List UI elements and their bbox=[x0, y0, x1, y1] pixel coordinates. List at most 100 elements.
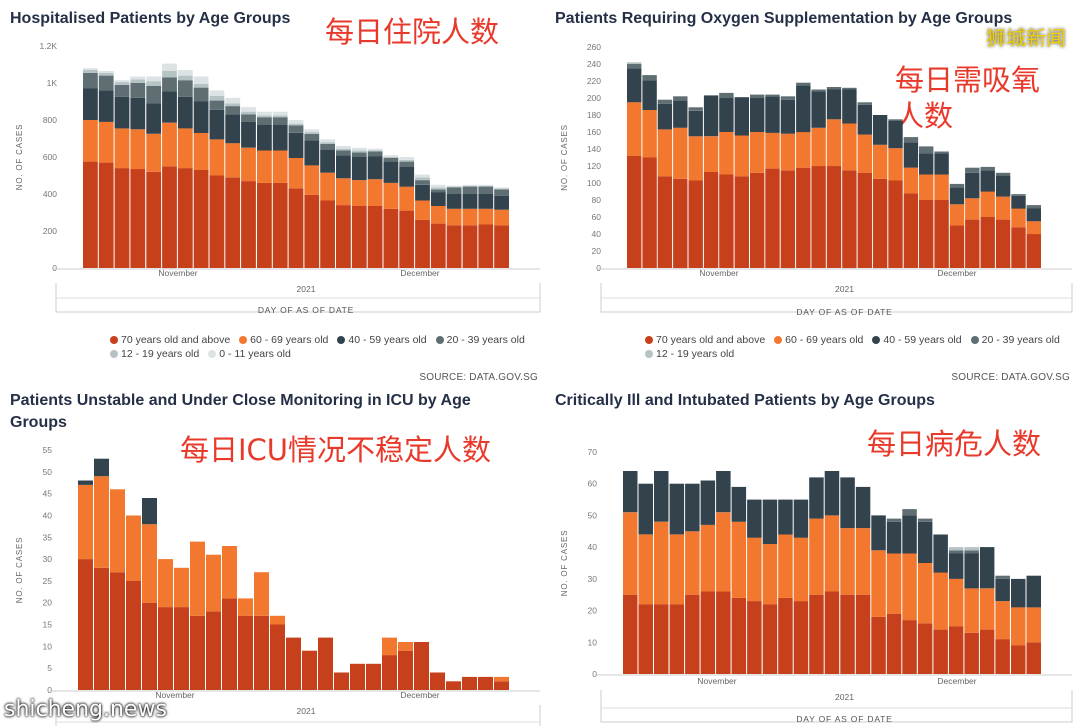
bar-segment-40_59 bbox=[209, 109, 225, 140]
bar-segment-0_11 bbox=[225, 97, 241, 104]
legend-item-12_19[interactable]: 12 - 19 years old bbox=[110, 347, 199, 361]
bar-segment-20_39 bbox=[919, 146, 934, 154]
bar-segment-20_39 bbox=[430, 189, 446, 193]
bar-segment-60_69 bbox=[241, 147, 256, 182]
bar-segment-70plus bbox=[824, 591, 840, 674]
bar-segment-0_11 bbox=[430, 184, 446, 188]
y-tick-label: 10 bbox=[588, 637, 598, 647]
legend-item-20_39[interactable]: 20 - 39 years old bbox=[970, 333, 1060, 347]
bar-segment-40_59 bbox=[965, 172, 980, 199]
y-tick-label: 0 bbox=[52, 263, 57, 273]
bar-segment-40_59 bbox=[796, 85, 811, 133]
bar-segment-60_69 bbox=[657, 129, 673, 177]
bar-segment-60_69 bbox=[948, 578, 964, 627]
bar-segment-60_69 bbox=[304, 165, 320, 195]
bar-segment-60_69 bbox=[719, 132, 734, 175]
chinese-annotation: 每日病危人数 bbox=[867, 427, 1042, 461]
bar-segment-40_59 bbox=[257, 124, 272, 151]
bar-segment-60_69 bbox=[98, 121, 114, 163]
bar-segment-0_11 bbox=[114, 80, 130, 82]
bar-segment-70plus bbox=[257, 182, 272, 268]
bar-segment-40_59 bbox=[241, 121, 256, 148]
bar-segment-0_11 bbox=[146, 76, 162, 82]
bar-segment-70plus bbox=[286, 637, 301, 690]
legend-item-70plus[interactable]: 70 years old and above bbox=[645, 333, 765, 347]
bar-segment-70plus bbox=[98, 162, 114, 268]
bar-segment-60_69 bbox=[110, 489, 125, 573]
bar-segment-40_59 bbox=[995, 578, 1010, 602]
bar-segment-20_39 bbox=[857, 102, 872, 105]
bar-segment-40_59 bbox=[826, 89, 842, 120]
bar-segment-60_69 bbox=[700, 524, 716, 592]
bar-segment-60_69 bbox=[399, 186, 415, 211]
bar-segment-20_39 bbox=[177, 80, 193, 97]
y-tick-label: 600 bbox=[43, 152, 57, 162]
bar-segment-0_11 bbox=[446, 185, 462, 187]
bar-segment-40_59 bbox=[336, 155, 351, 179]
bar-segment-40_59 bbox=[320, 149, 335, 173]
bar-segment-70plus bbox=[478, 676, 493, 690]
legend-swatch bbox=[435, 336, 444, 345]
bar-segment-12_19 bbox=[415, 177, 430, 181]
legend-item-20_39[interactable]: 20 - 39 years old bbox=[435, 333, 525, 347]
bar-segment-60_69 bbox=[336, 178, 351, 206]
bar-segment-20_39 bbox=[765, 94, 780, 97]
y-tick-label: 200 bbox=[43, 226, 57, 236]
legend-item-12_19[interactable]: 12 - 19 years old bbox=[645, 347, 734, 361]
legend-item-60_69[interactable]: 60 - 69 years old bbox=[239, 333, 328, 347]
legend-item-40_59[interactable]: 40 - 59 years old bbox=[337, 333, 427, 347]
bar-segment-70plus bbox=[840, 594, 855, 674]
bar-segment-60_69 bbox=[114, 128, 130, 169]
bar-segment-70plus bbox=[919, 200, 934, 268]
bar-segment-70plus bbox=[964, 632, 979, 674]
bar-segment-70plus bbox=[857, 172, 872, 268]
legend-item-70plus[interactable]: 70 years old and above bbox=[110, 333, 230, 347]
legend-item-40_59[interactable]: 40 - 59 years old bbox=[872, 333, 962, 347]
bar-segment-20_39 bbox=[627, 64, 642, 69]
legend-swatch bbox=[774, 336, 783, 345]
x-year-label: 2021 bbox=[297, 706, 316, 716]
bar-segment-60_69 bbox=[979, 588, 995, 630]
bar-segment-70plus bbox=[700, 591, 716, 674]
bar-segment-70plus bbox=[225, 177, 241, 268]
bar-segment-70plus bbox=[903, 193, 919, 268]
bar-segment-70plus bbox=[415, 219, 430, 268]
x-year-label: 2021 bbox=[835, 692, 854, 702]
bar-segment-70plus bbox=[126, 580, 141, 690]
x-month-label: December bbox=[937, 268, 976, 278]
bar-segment-60_69 bbox=[642, 109, 657, 158]
bar-segment-60_69 bbox=[964, 588, 979, 633]
bar-segment-70plus bbox=[1026, 234, 1041, 268]
x-month-label: November bbox=[697, 676, 736, 686]
bar-segment-70plus bbox=[430, 672, 445, 690]
bar-segment-0_11 bbox=[351, 147, 367, 151]
legend-item-60_69[interactable]: 60 - 69 years old bbox=[774, 333, 863, 347]
legend-label: 70 years old and above bbox=[656, 334, 766, 346]
chart-title: Patients Unstable and Under Close Monito… bbox=[10, 392, 471, 431]
bar-segment-60_69 bbox=[174, 567, 189, 608]
bar-segment-60_69 bbox=[688, 136, 703, 181]
bar-segment-40_59 bbox=[657, 103, 673, 130]
bar-segment-60_69 bbox=[222, 546, 237, 599]
bar-segment-40_59 bbox=[719, 98, 734, 132]
bar-segment-0_11 bbox=[399, 157, 415, 160]
bar-segment-20_39 bbox=[462, 186, 478, 194]
bar-segment-70plus bbox=[811, 166, 826, 268]
bar-segment-60_69 bbox=[965, 198, 980, 220]
panel-critical: Critically Ill and Intubated Patients by… bbox=[545, 390, 1080, 726]
legend-label: 40 - 59 years old bbox=[348, 334, 427, 346]
bar-segment-70plus bbox=[716, 591, 731, 674]
y-tick-label: 40 bbox=[43, 510, 53, 520]
bar-segment-0_11 bbox=[320, 139, 335, 143]
legend-item-0_11[interactable]: 0 - 11 years old bbox=[208, 347, 291, 361]
y-tick-label: 25 bbox=[43, 576, 53, 586]
bar-segment-40_59 bbox=[842, 89, 857, 124]
bar-segment-40_59 bbox=[627, 68, 642, 103]
bar-segment-40_59 bbox=[142, 498, 157, 525]
bar-segment-70plus bbox=[110, 572, 125, 690]
y-tick-label: 220 bbox=[587, 76, 601, 86]
bar-segment-70plus bbox=[703, 171, 719, 268]
bar-segment-40_59 bbox=[765, 96, 780, 133]
bar-segment-40_59 bbox=[638, 483, 653, 535]
y-tick-label: 30 bbox=[43, 554, 53, 564]
